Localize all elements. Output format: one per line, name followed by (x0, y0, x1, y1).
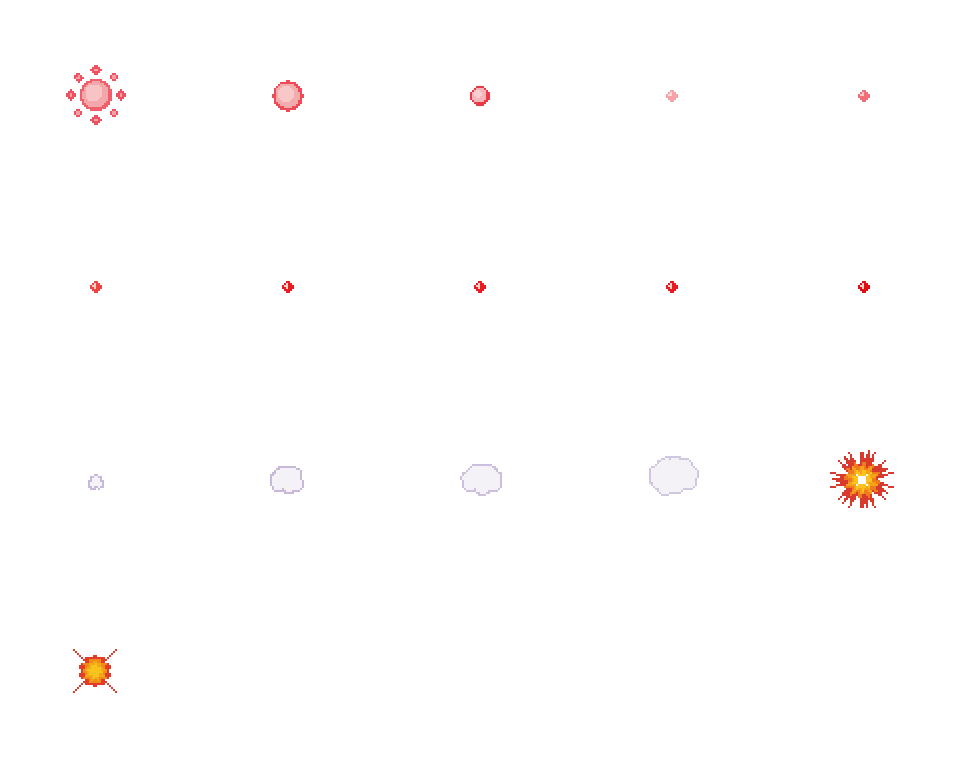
bubble-small-pale-frame (666, 90, 678, 102)
red-dot-frame-2 (282, 281, 294, 293)
red-dot-frame-3 (474, 281, 486, 293)
smoke-puff-xlarge-frame (647, 450, 701, 504)
red-dot-frame-4 (666, 281, 678, 293)
red-dot-frame-5 (858, 281, 870, 293)
bubble-medium-frame (470, 86, 490, 106)
explosion-burst-small-frame (63, 639, 127, 703)
bubble-large-frame (272, 80, 304, 112)
smoke-puff-small-frame (86, 472, 106, 492)
smoke-puff-large-frame (460, 458, 504, 502)
bubble-spark-burst-frame (64, 63, 128, 127)
red-dot-frame-1 (90, 281, 102, 293)
explosion-flash-large-frame (828, 446, 896, 514)
smoke-puff-medium-frame (268, 460, 308, 500)
bubble-small-frame (858, 90, 870, 102)
